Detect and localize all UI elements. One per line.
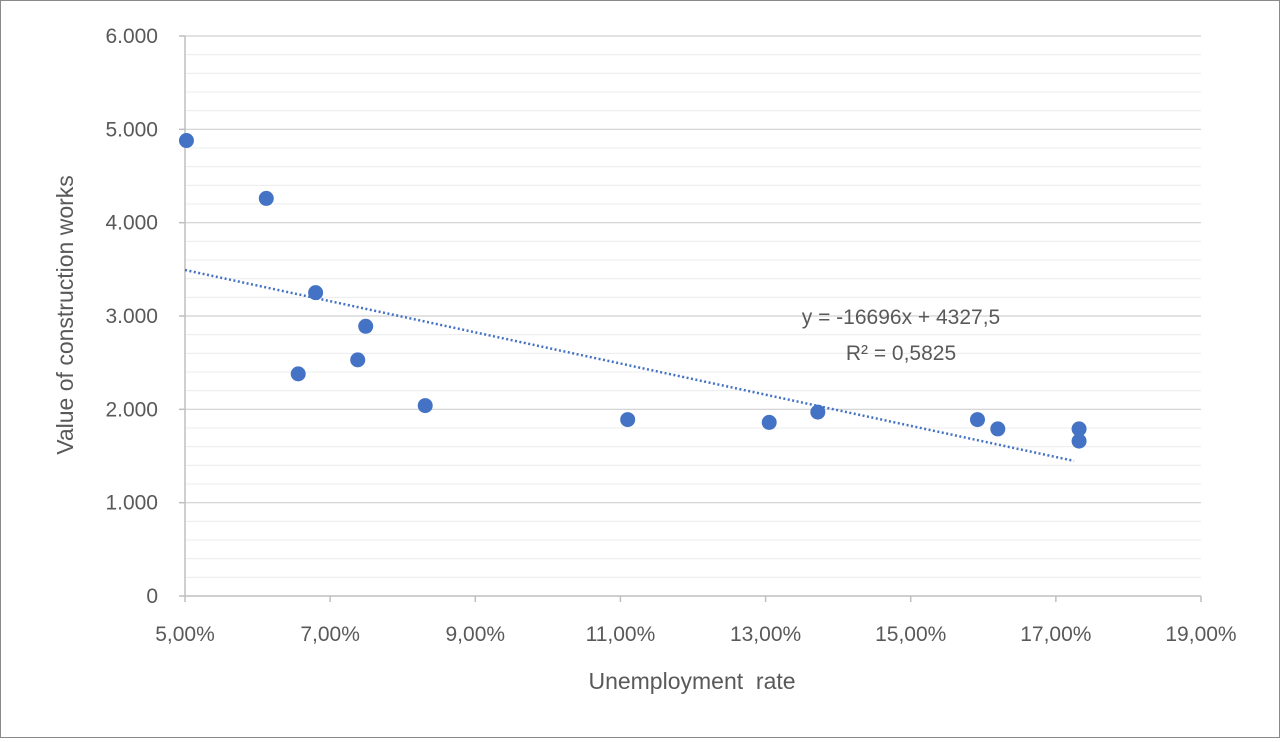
data-point: [258, 190, 274, 206]
y-tick-labels: 0 1.000 2.000 3.000 4.000 5.000 6.000: [105, 25, 158, 608]
x-tick-label: 13,00%: [730, 623, 801, 646]
major-gridlines: [185, 35, 1201, 504]
data-point: [290, 366, 306, 382]
y-tick-label: 6.000: [105, 25, 158, 48]
data-point: [620, 412, 636, 428]
data-point: [417, 398, 433, 414]
x-tick-label: 15,00%: [875, 623, 946, 646]
data-point: [178, 133, 194, 149]
trendline-group: [184, 268, 1075, 463]
data-points: [178, 133, 1087, 449]
data-point: [358, 318, 374, 334]
y-tick-label: 1.000: [105, 492, 158, 515]
trendline-equation: y = -16696x + 4327,5: [802, 306, 1001, 329]
x-tick-label: 5,00%: [155, 623, 215, 646]
data-point: [1071, 433, 1087, 449]
trendline: [184, 268, 1075, 463]
x-tick-label: 17,00%: [1020, 623, 1091, 646]
x-tick-label: 11,00%: [586, 623, 656, 646]
y-tick-label: 0: [146, 585, 158, 608]
y-axis-title: Value of construction works: [52, 175, 78, 455]
y-tick-label: 5.000: [105, 118, 158, 141]
x-axis-title: Unemployment rate: [588, 668, 795, 694]
data-point: [990, 421, 1006, 437]
data-point: [350, 352, 366, 368]
x-tick-labels: 5,00% 7,00% 9,00% 11,00% 13,00% 15,00% 17,00% 1…: [155, 623, 1236, 646]
data-point: [308, 285, 324, 301]
x-tick-label: 9,00%: [446, 623, 506, 646]
data-point: [810, 404, 826, 420]
y-tick-label: 4.000: [105, 212, 158, 235]
data-point: [969, 412, 985, 428]
data-point: [1071, 421, 1087, 437]
y-tick-label: 3.000: [105, 305, 158, 328]
axes: [179, 35, 1202, 602]
y-tick-label: 2.000: [105, 398, 158, 421]
data-point: [761, 414, 777, 430]
x-tick-label: 19,00%: [1165, 623, 1236, 646]
x-tick-label: 7,00%: [300, 623, 360, 646]
r-squared-label: R² = 0,5825: [846, 342, 956, 365]
